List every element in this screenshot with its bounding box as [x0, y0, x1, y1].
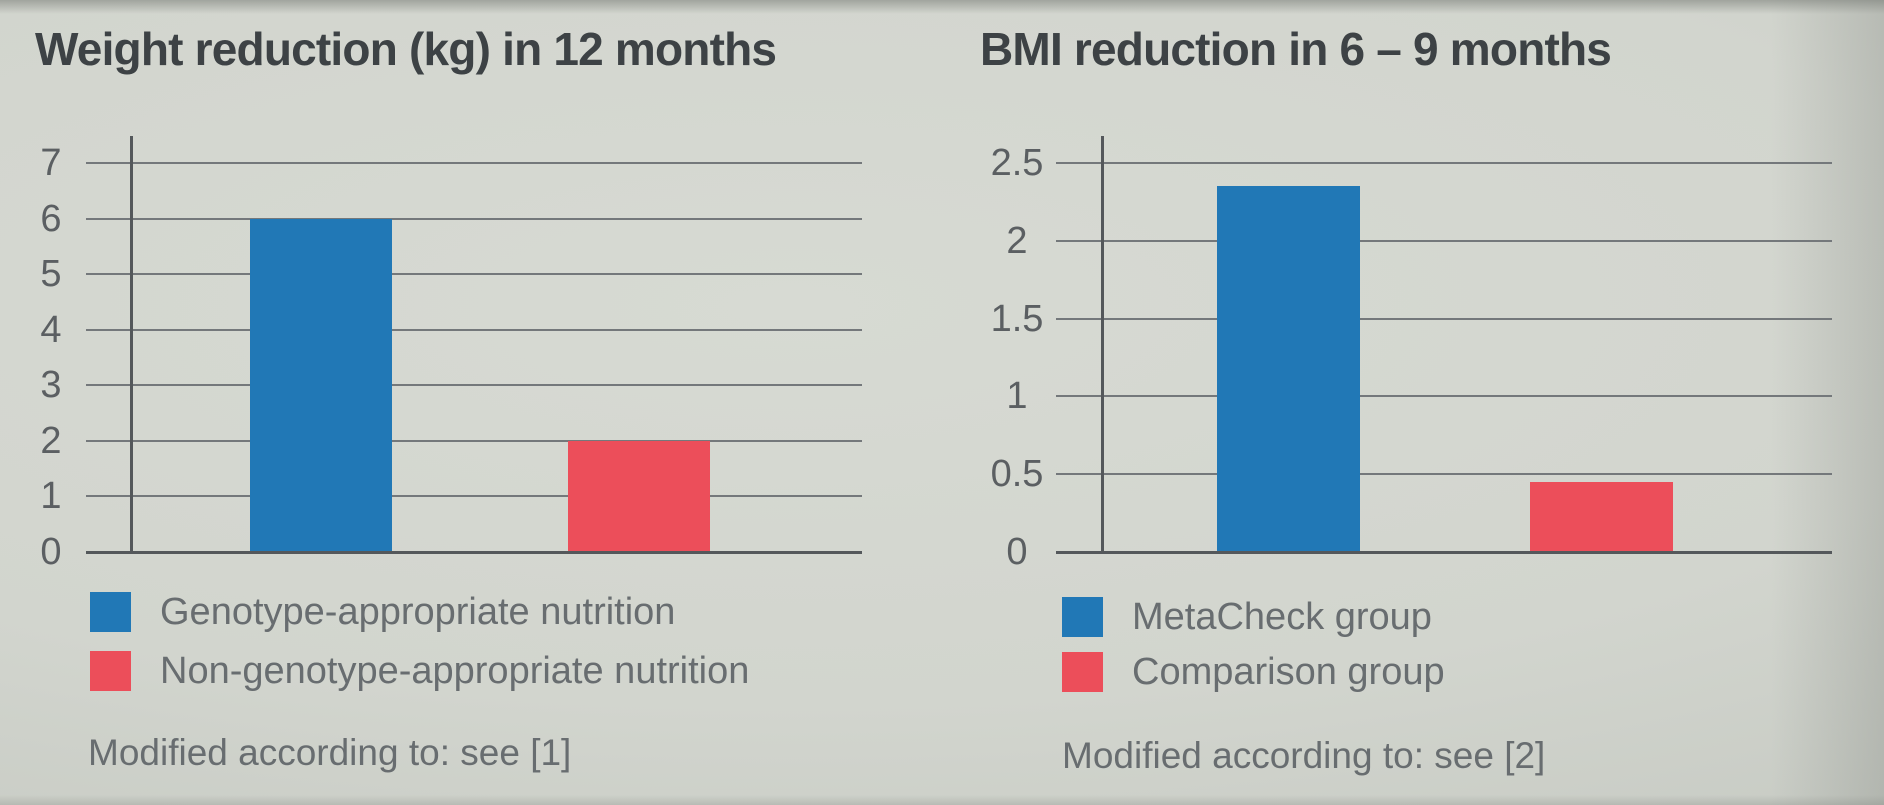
bar-comparison-group: [1530, 482, 1673, 552]
source-note: Modified according to: see [2]: [1062, 735, 1546, 776]
legend-label: Non-genotype-appropriate nutrition: [160, 650, 750, 692]
y-tick-label: 1.5: [990, 298, 1044, 340]
y-tick-label: 7: [40, 142, 62, 184]
chart-title: Weight reduction (kg) in 12 months: [35, 23, 777, 75]
y-tick-label: 5: [40, 253, 62, 295]
y-tick-label: 2.5: [990, 142, 1044, 184]
y-tick-label: 6: [40, 198, 62, 240]
weight-reduction-chart: Weight reduction (kg) in 12 months 0 1 2 3 4…: [35, 23, 862, 773]
y-tick-label: 2: [1006, 220, 1028, 262]
y-gridline: [1056, 473, 1832, 475]
y-tick-label: 3: [40, 364, 62, 406]
legend-swatch-blue: [90, 592, 131, 632]
y-tick-label: 1: [40, 475, 62, 517]
y-tick-label: 0: [1006, 531, 1028, 573]
legend-swatch-red: [1062, 652, 1103, 692]
y-gridline: [86, 329, 862, 331]
y-axis-line: [130, 136, 133, 554]
x-axis-baseline: [1056, 551, 1832, 554]
y-gridline: [86, 273, 862, 275]
bar-genotype-appropriate-nutrition: [250, 219, 392, 552]
y-gridline: [86, 495, 862, 497]
y-gridline: [86, 384, 862, 386]
y-gridline: [86, 440, 862, 442]
y-gridline: [1056, 395, 1832, 397]
x-axis-baseline: [86, 551, 862, 554]
bar-non-genotype-appropriate-nutrition: [568, 441, 710, 552]
source-note: Modified according to: see [1]: [88, 732, 572, 773]
legend-label: MetaCheck group: [1132, 596, 1432, 638]
bmi-reduction-chart: BMI reduction in 6 – 9 months 0 0.5 1 1.5 2 2…: [945, 0, 1884, 805]
y-tick-label: 1: [1006, 375, 1028, 417]
y-gridline: [1056, 240, 1832, 242]
y-tick-label: 0.5: [990, 453, 1044, 495]
y-gridline: [1056, 162, 1832, 164]
y-tick-label: 2: [40, 420, 62, 462]
legend-label: Comparison group: [1132, 651, 1445, 693]
bar-metacheck-group: [1217, 186, 1360, 552]
legend-swatch-red: [90, 651, 131, 691]
y-axis-line: [1101, 136, 1104, 554]
y-gridline: [1056, 318, 1832, 320]
y-gridline: [86, 218, 862, 220]
y-tick-label: 4: [40, 309, 62, 351]
legend-label: Genotype-appropriate nutrition: [160, 591, 676, 633]
y-tick-label: 0: [40, 531, 62, 573]
y-gridline: [86, 162, 862, 164]
legend-swatch-blue: [1062, 597, 1103, 637]
chart-title: BMI reduction in 6 – 9 months: [980, 23, 1612, 75]
